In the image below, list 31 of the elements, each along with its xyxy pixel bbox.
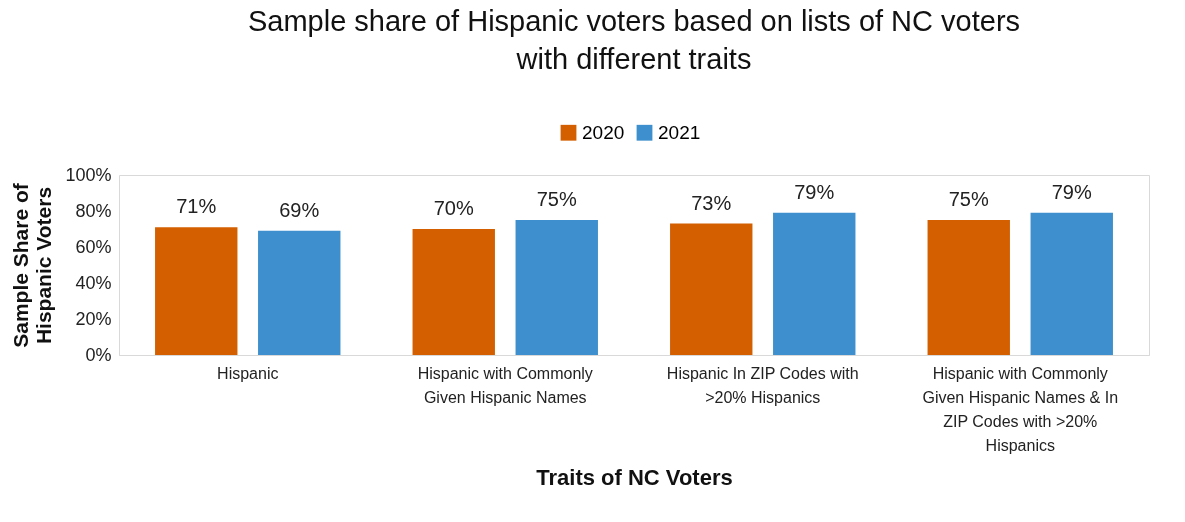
data-label: 73%	[691, 191, 732, 214]
y-tick-label: 80%	[75, 200, 112, 221]
bar	[927, 220, 1010, 355]
y-tick-label: 40%	[75, 272, 112, 293]
y-tick-label: 0%	[85, 344, 112, 365]
x-tick-label: Hispanic In ZIP Codes with >20% Hispanics	[666, 364, 859, 406]
chart-title: Sample share of Hispanic voters based on lists of NC voters with different traits	[247, 5, 1021, 75]
data-label: 79%	[794, 180, 835, 203]
legend-label: 2021	[658, 121, 701, 143]
bar	[412, 229, 495, 355]
data-label: 71%	[176, 195, 217, 218]
y-axis-title: Sample Share of Hispanic Voters	[9, 182, 56, 348]
bar	[1030, 212, 1113, 355]
legend-label: 2020	[582, 121, 625, 143]
y-tick-label: 20%	[75, 308, 112, 329]
x-tick-label: Hispanic	[217, 364, 279, 382]
bar	[258, 230, 341, 355]
x-axis-title: Traits of NC Voters	[536, 464, 733, 490]
data-label: 75%	[948, 188, 989, 210]
y-tick-label: 100%	[65, 164, 112, 185]
data-label: 75%	[536, 188, 577, 210]
bar	[155, 227, 238, 355]
x-tick-label: Hispanic with Commonly Given Hispanic Names & In ZIP Codes with >20% Hispanics	[922, 364, 1119, 454]
data-label: 79%	[1051, 180, 1092, 203]
bar	[773, 212, 856, 355]
bar	[670, 223, 753, 355]
data-label: 70%	[433, 197, 474, 219]
y-tick-label: 60%	[75, 236, 112, 257]
data-label: 69%	[279, 198, 320, 221]
bar	[515, 220, 598, 355]
x-tick-label: Hispanic with Commonly Given Hispanic Names	[417, 364, 593, 406]
